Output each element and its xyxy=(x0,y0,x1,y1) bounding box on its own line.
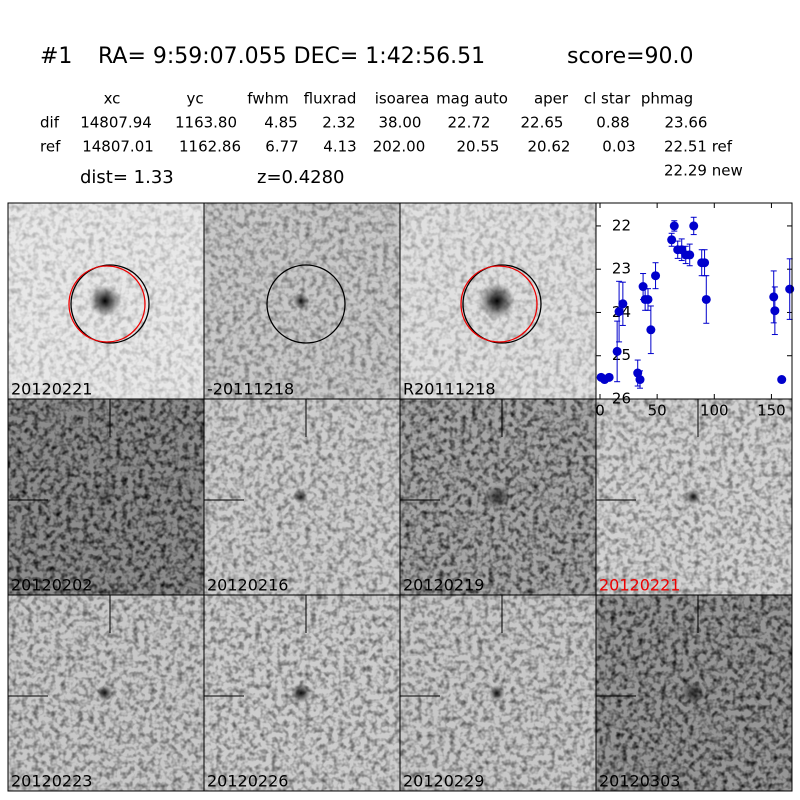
aperture-ref xyxy=(68,265,146,343)
candidate-id: #1 xyxy=(40,44,72,69)
source xyxy=(291,683,311,703)
cell: 1163.80 xyxy=(175,114,237,132)
cell: 2.32 xyxy=(322,114,355,132)
point xyxy=(700,258,710,268)
column-header: fluxrad xyxy=(304,90,357,108)
point xyxy=(646,325,656,335)
point xyxy=(685,250,695,260)
point xyxy=(689,221,699,231)
row-label: dif xyxy=(40,114,60,132)
source xyxy=(293,293,309,309)
point xyxy=(769,292,779,302)
source xyxy=(97,685,113,701)
x-tick-label: 100 xyxy=(700,402,729,420)
point xyxy=(770,306,780,316)
point xyxy=(612,346,622,356)
cell: 22.72 xyxy=(448,114,491,132)
point xyxy=(701,294,711,304)
point xyxy=(669,221,679,231)
column-header: xc xyxy=(104,90,121,108)
x-tick-label: 50 xyxy=(648,402,667,420)
source xyxy=(681,681,705,705)
aperture xyxy=(70,264,150,344)
y-tick-label: 23 xyxy=(612,260,631,278)
cell: 20.55 xyxy=(457,138,500,156)
cell: 38.00 xyxy=(379,114,422,132)
column-header: isoarea xyxy=(375,90,430,108)
column-header: aper xyxy=(534,90,569,108)
source xyxy=(95,487,115,507)
panels: 20120221 -20111218 R20111218 20120202 201202… xyxy=(8,203,792,791)
redshift: z=0.4280 xyxy=(257,167,345,188)
source xyxy=(479,283,515,319)
column-header: yc xyxy=(186,90,203,108)
x-tick-label: 0 xyxy=(595,402,605,420)
coordinates: RA= 9:59:07.055 DEC= 1:42:56.51 xyxy=(98,44,485,69)
point xyxy=(643,294,653,304)
point xyxy=(635,375,645,385)
cell: 22.51 ref xyxy=(664,138,733,156)
panel-label: 20120226 xyxy=(207,772,288,791)
panel-label: -20111218 xyxy=(207,380,294,399)
panel-label: 20120202 xyxy=(11,576,92,595)
dist: dist= 1.33 xyxy=(80,167,174,188)
aperture xyxy=(266,264,346,344)
cell: 4.85 xyxy=(264,114,297,132)
point xyxy=(618,299,628,309)
source xyxy=(89,285,121,317)
cell: 20.62 xyxy=(528,138,571,156)
row-label: ref xyxy=(40,138,61,156)
cell: 14807.01 xyxy=(82,138,154,156)
column-header: phmag xyxy=(641,90,693,108)
cell: 22.65 xyxy=(521,114,564,132)
panel-label: 20120229 xyxy=(403,772,484,791)
point xyxy=(667,235,677,245)
plot-bg xyxy=(596,203,792,399)
point xyxy=(785,284,795,294)
cell: 202.00 xyxy=(373,138,426,156)
panel-label: R20111218 xyxy=(403,380,496,399)
panel-label: 20120303 xyxy=(599,772,680,791)
column-header: mag auto xyxy=(436,90,508,108)
cell: 0.03 xyxy=(602,138,635,156)
cell: 14807.94 xyxy=(80,114,152,132)
cell: 4.13 xyxy=(323,138,356,156)
point xyxy=(777,375,787,385)
aperture xyxy=(462,264,542,344)
y-tick-label: 22 xyxy=(612,216,631,234)
column-header: fwhm xyxy=(247,90,288,108)
score: score=90.0 xyxy=(567,44,694,69)
point xyxy=(651,271,661,281)
new-mag: 22.29 new xyxy=(664,162,743,180)
cell: 6.77 xyxy=(265,138,298,156)
cell: 23.66 xyxy=(665,114,708,132)
x-tick-label: 150 xyxy=(757,402,786,420)
panel-label: 20120223 xyxy=(11,772,92,791)
aperture-ref xyxy=(460,265,538,343)
source xyxy=(485,485,509,509)
column-header: cl star xyxy=(584,90,631,108)
point xyxy=(614,307,624,317)
panel-label: 20120216 xyxy=(207,576,288,595)
source xyxy=(685,489,701,505)
source xyxy=(294,490,308,504)
point xyxy=(638,282,648,292)
cell: 1162.86 xyxy=(179,138,241,156)
source xyxy=(489,685,505,701)
panel-label: 20120219 xyxy=(403,576,484,595)
panel-label: 20120221 xyxy=(11,380,92,399)
cell: 0.88 xyxy=(596,114,629,132)
point xyxy=(604,372,614,382)
panel-label: 20120221 xyxy=(599,576,680,595)
